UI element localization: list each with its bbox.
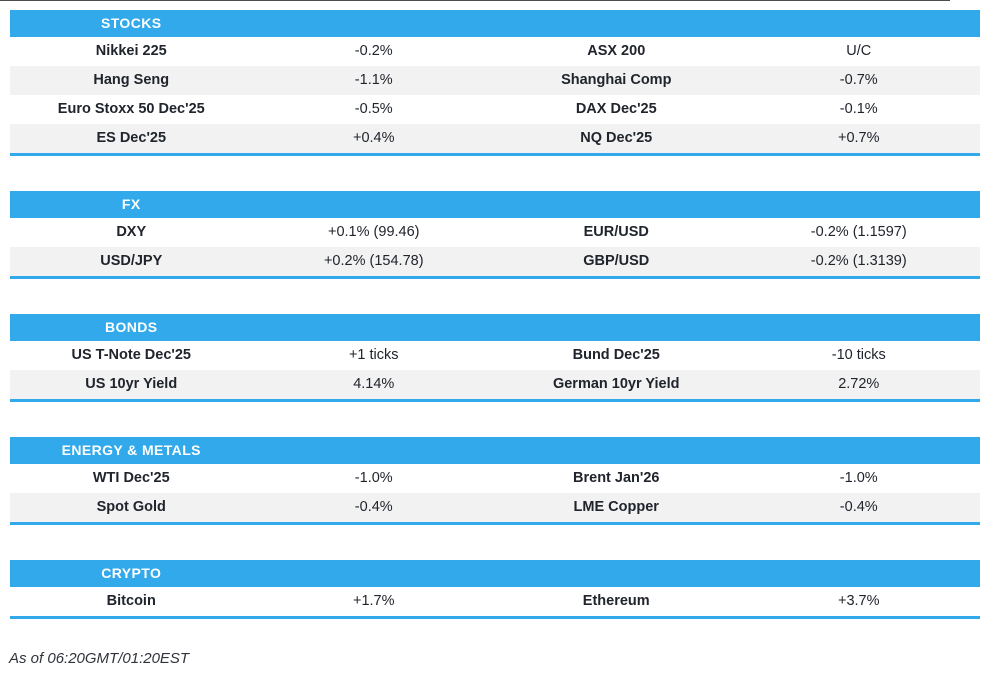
instrument-value: +1 ticks — [348, 347, 399, 363]
table-row: Hang Seng -1.1% Shanghai Comp -0.7% — [10, 66, 980, 95]
instrument-value: -1.0% — [354, 470, 393, 486]
section-rows: DXY +0.1% (99.46) EUR/USD -0.2% (1.1597)… — [10, 218, 980, 276]
instrument-name: Bund Dec'25 — [572, 347, 660, 363]
table-row: US T-Note Dec'25 +1 ticks Bund Dec'25 -1… — [10, 341, 980, 370]
instrument-value: 2.72% — [838, 376, 880, 392]
market-section: STOCKS Nikkei 225 -0.2% ASX 200 U/C Hang… — [10, 10, 980, 156]
as-of-timestamp: As of 06:20GMT/01:20EST — [9, 650, 190, 667]
instrument-name: ASX 200 — [587, 43, 646, 59]
instrument-name: Bitcoin — [106, 593, 156, 609]
table-row: US 10yr Yield 4.14% German 10yr Yield 2.… — [10, 370, 980, 399]
instrument-name: Shanghai Comp — [561, 72, 672, 88]
section-rows: Bitcoin +1.7% Ethereum +3.7% — [10, 587, 980, 616]
instrument-value: +1.7% — [352, 593, 395, 609]
market-section: ENERGY & METALS WTI Dec'25 -1.0% Brent J… — [10, 437, 980, 525]
instrument-name: ES Dec'25 — [96, 130, 167, 146]
instrument-value: -0.2% — [354, 43, 393, 59]
section-title: STOCKS — [101, 15, 162, 31]
instrument-name: Brent Jan'26 — [573, 470, 660, 486]
instrument-value: +0.2% (154.78) — [323, 253, 424, 269]
table-row: Bitcoin +1.7% Ethereum +3.7% — [10, 587, 980, 616]
instrument-name: German 10yr Yield — [552, 376, 680, 392]
instrument-value: -0.2% (1.3139) — [810, 253, 907, 269]
instrument-value: -1.0% — [839, 470, 878, 486]
instrument-name: Nikkei 225 — [95, 43, 167, 59]
instrument-value: +0.1% (99.46) — [328, 224, 420, 240]
instrument-name: US 10yr Yield — [85, 376, 178, 392]
top-edge-line — [0, 0, 950, 1]
instrument-value: +0.4% — [352, 130, 395, 146]
table-row: DXY +0.1% (99.46) EUR/USD -0.2% (1.1597) — [10, 218, 980, 247]
section-title: ENERGY & METALS — [61, 442, 201, 458]
instrument-name: Hang Seng — [93, 72, 170, 88]
instrument-value: -10 ticks — [831, 347, 886, 363]
instrument-value: +3.7% — [837, 593, 880, 609]
instrument-name: DXY — [116, 224, 147, 240]
section-header-bar: CRYPTO — [10, 560, 980, 587]
instrument-value: -0.4% — [354, 499, 393, 515]
market-section: FX DXY +0.1% (99.46) EUR/USD -0.2% (1.15… — [10, 191, 980, 279]
instrument-name: Ethereum — [582, 593, 650, 609]
instrument-value: -0.4% — [839, 499, 878, 515]
instrument-name: Euro Stoxx 50 Dec'25 — [57, 101, 205, 117]
table-row: Spot Gold -0.4% LME Copper -0.4% — [10, 493, 980, 522]
instrument-name: USD/JPY — [100, 253, 163, 269]
instrument-name: Spot Gold — [96, 499, 166, 515]
section-header-bar: STOCKS — [10, 10, 980, 37]
section-rows: WTI Dec'25 -1.0% Brent Jan'26 -1.0% Spot… — [10, 464, 980, 522]
instrument-name: NQ Dec'25 — [580, 130, 653, 146]
table-row: Euro Stoxx 50 Dec'25 -0.5% DAX Dec'25 -0… — [10, 95, 980, 124]
instrument-name: EUR/USD — [583, 224, 649, 240]
instrument-value: -0.1% — [839, 101, 878, 117]
instrument-name: DAX Dec'25 — [575, 101, 657, 117]
section-header-bar: BONDS — [10, 314, 980, 341]
market-section: BONDS US T-Note Dec'25 +1 ticks Bund Dec… — [10, 314, 980, 402]
instrument-value: U/C — [846, 43, 872, 59]
section-header-bar: FX — [10, 191, 980, 218]
section-rows: Nikkei 225 -0.2% ASX 200 U/C Hang Seng -… — [10, 37, 980, 153]
instrument-value: 4.14% — [353, 376, 395, 392]
table-row: USD/JPY +0.2% (154.78) GBP/USD -0.2% (1.… — [10, 247, 980, 276]
instrument-name: US T-Note Dec'25 — [71, 347, 191, 363]
table-row: ES Dec'25 +0.4% NQ Dec'25 +0.7% — [10, 124, 980, 153]
instrument-value: -1.1% — [354, 72, 393, 88]
instrument-value: -0.5% — [354, 101, 393, 117]
section-title: FX — [121, 196, 141, 212]
section-header-bar: ENERGY & METALS — [10, 437, 980, 464]
section-title: CRYPTO — [101, 565, 162, 581]
instrument-value: -0.2% (1.1597) — [810, 224, 907, 240]
instrument-name: LME Copper — [573, 499, 659, 515]
market-section: CRYPTO Bitcoin +1.7% Ethereum +3.7% — [10, 560, 980, 619]
instrument-value: -0.7% — [839, 72, 878, 88]
section-title: BONDS — [104, 319, 158, 335]
table-row: Nikkei 225 -0.2% ASX 200 U/C — [10, 37, 980, 66]
instrument-value: +0.7% — [837, 130, 880, 146]
instrument-name: WTI Dec'25 — [92, 470, 170, 486]
market-tables: STOCKS Nikkei 225 -0.2% ASX 200 U/C Hang… — [10, 10, 980, 619]
instrument-name: GBP/USD — [583, 253, 650, 269]
section-rows: US T-Note Dec'25 +1 ticks Bund Dec'25 -1… — [10, 341, 980, 399]
table-row: WTI Dec'25 -1.0% Brent Jan'26 -1.0% — [10, 464, 980, 493]
